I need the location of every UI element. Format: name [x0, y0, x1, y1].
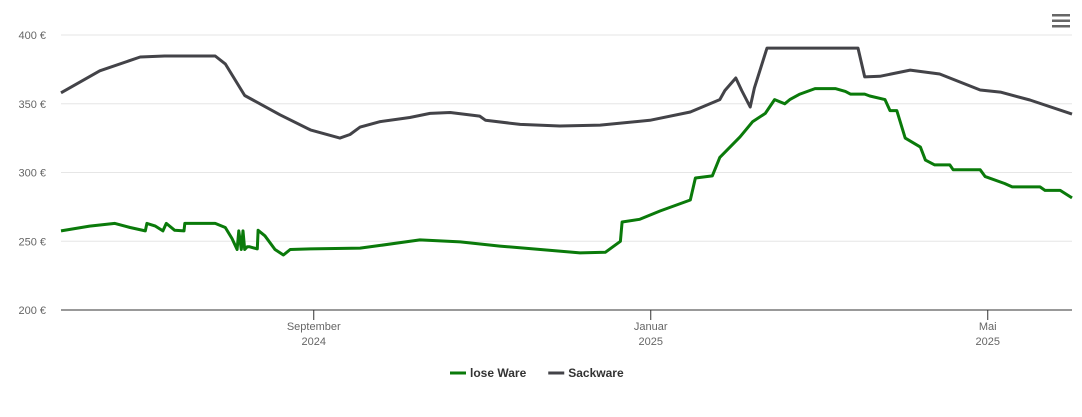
menu-bar [1052, 25, 1070, 28]
series-line [60, 87, 1073, 257]
x-tick-label: Mai [979, 321, 997, 333]
menu-bar [1052, 14, 1070, 17]
y-tick-label: 400 € [18, 30, 46, 42]
legend: lose Ware Sackware [450, 366, 624, 380]
x-tick-year: 2024 [302, 336, 326, 348]
y-tick-label: 250 € [18, 236, 46, 248]
x-tick-label: Januar [634, 321, 668, 333]
legend-item[interactable]: Sackware [548, 366, 624, 380]
menu-bar [1052, 19, 1070, 22]
series-line [60, 46, 1073, 140]
legend-label: Sackware [568, 366, 624, 380]
y-tick-label: 350 € [18, 99, 46, 111]
legend-item[interactable]: lose Ware [450, 366, 527, 380]
x-tick-year: 2025 [639, 336, 663, 348]
x-tick-label: September [287, 321, 341, 333]
menu-button[interactable] [1052, 14, 1070, 28]
legend-label: lose Ware [470, 366, 527, 380]
y-tick-label: 200 € [18, 305, 46, 317]
y-tick-label: 300 € [18, 168, 46, 180]
x-tick-year: 2025 [976, 336, 1000, 348]
